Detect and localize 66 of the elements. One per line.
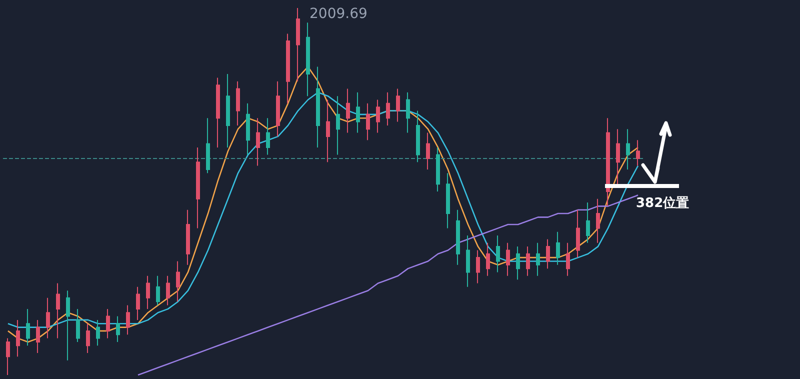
candlestick <box>346 88 350 134</box>
candlestick <box>526 246 530 276</box>
candlestick <box>536 242 540 276</box>
candlestick <box>136 286 140 320</box>
candlestick <box>606 118 610 207</box>
candlestick <box>6 338 10 376</box>
candlestick <box>296 8 300 82</box>
candlestick <box>176 260 180 302</box>
candlestick <box>316 66 320 148</box>
candlestick <box>466 235 470 288</box>
candlestick <box>246 102 250 156</box>
candlestick <box>36 319 40 354</box>
candlestick <box>396 88 400 122</box>
candlestick <box>416 110 420 163</box>
candlestick <box>326 99 330 163</box>
candlestick <box>406 92 410 134</box>
candlestick <box>256 118 260 166</box>
candlestick <box>496 235 500 273</box>
candlestick <box>506 242 510 276</box>
candlestick <box>556 231 560 266</box>
candlestick <box>86 323 90 354</box>
candlestick <box>146 275 150 310</box>
candlestick <box>16 319 20 358</box>
candlestick <box>276 80 280 137</box>
candlestick <box>306 22 310 97</box>
candlestick <box>626 128 630 170</box>
candlestick <box>126 304 130 336</box>
candlestick <box>216 77 220 148</box>
candlestick <box>436 146 440 192</box>
annotation: 382位置 <box>636 196 690 211</box>
candlestick <box>486 242 490 276</box>
candlestick <box>76 308 80 342</box>
candlestick <box>586 202 590 244</box>
candlestick <box>46 297 50 339</box>
candlestick <box>116 316 120 342</box>
candlestick <box>446 172 450 229</box>
candlestick <box>366 102 370 141</box>
candlestick <box>566 242 570 276</box>
candlestick <box>616 128 620 185</box>
candlestick <box>66 290 70 361</box>
candlestick <box>266 118 270 156</box>
candlestick <box>516 246 520 280</box>
candlestick <box>356 92 360 134</box>
candlestick <box>236 80 240 126</box>
candlestick <box>596 198 600 244</box>
annotation: 2009.69 <box>310 6 368 22</box>
candlestick <box>56 282 60 339</box>
candlestick <box>196 146 200 229</box>
candlestick <box>336 96 340 156</box>
candlestick <box>106 308 110 339</box>
candlestick <box>96 319 100 346</box>
candlestick <box>456 209 460 266</box>
candlestick <box>286 33 290 104</box>
candlestick <box>226 74 230 148</box>
candlestick <box>426 132 430 170</box>
candlestick <box>26 308 30 346</box>
candlestick <box>386 92 390 126</box>
candlestick <box>376 99 380 134</box>
candlestick <box>186 209 190 266</box>
candlestick <box>576 209 580 258</box>
candlestick <box>206 118 210 174</box>
candlestick <box>636 140 640 166</box>
candlestick <box>546 238 550 270</box>
candlestick <box>166 275 170 306</box>
candlestick <box>156 275 160 306</box>
candlestick <box>476 250 480 284</box>
